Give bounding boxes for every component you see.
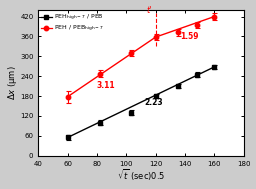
Text: t': t' bbox=[147, 5, 152, 15]
Legend: PEH$_{\mathregular{high-}T}$ / PEB, PEH / PEB$_{\mathregular{high-}T}$: PEH$_{\mathregular{high-}T}$ / PEB, PEH … bbox=[40, 12, 105, 35]
X-axis label: $\sqrt{t}$ (sec)0.5: $\sqrt{t}$ (sec)0.5 bbox=[117, 168, 165, 184]
Text: 2.23: 2.23 bbox=[144, 98, 163, 107]
Y-axis label: $\Delta x$ (μm): $\Delta x$ (μm) bbox=[6, 65, 18, 100]
Text: 3.11: 3.11 bbox=[97, 81, 116, 90]
Text: 1.59: 1.59 bbox=[181, 32, 199, 41]
